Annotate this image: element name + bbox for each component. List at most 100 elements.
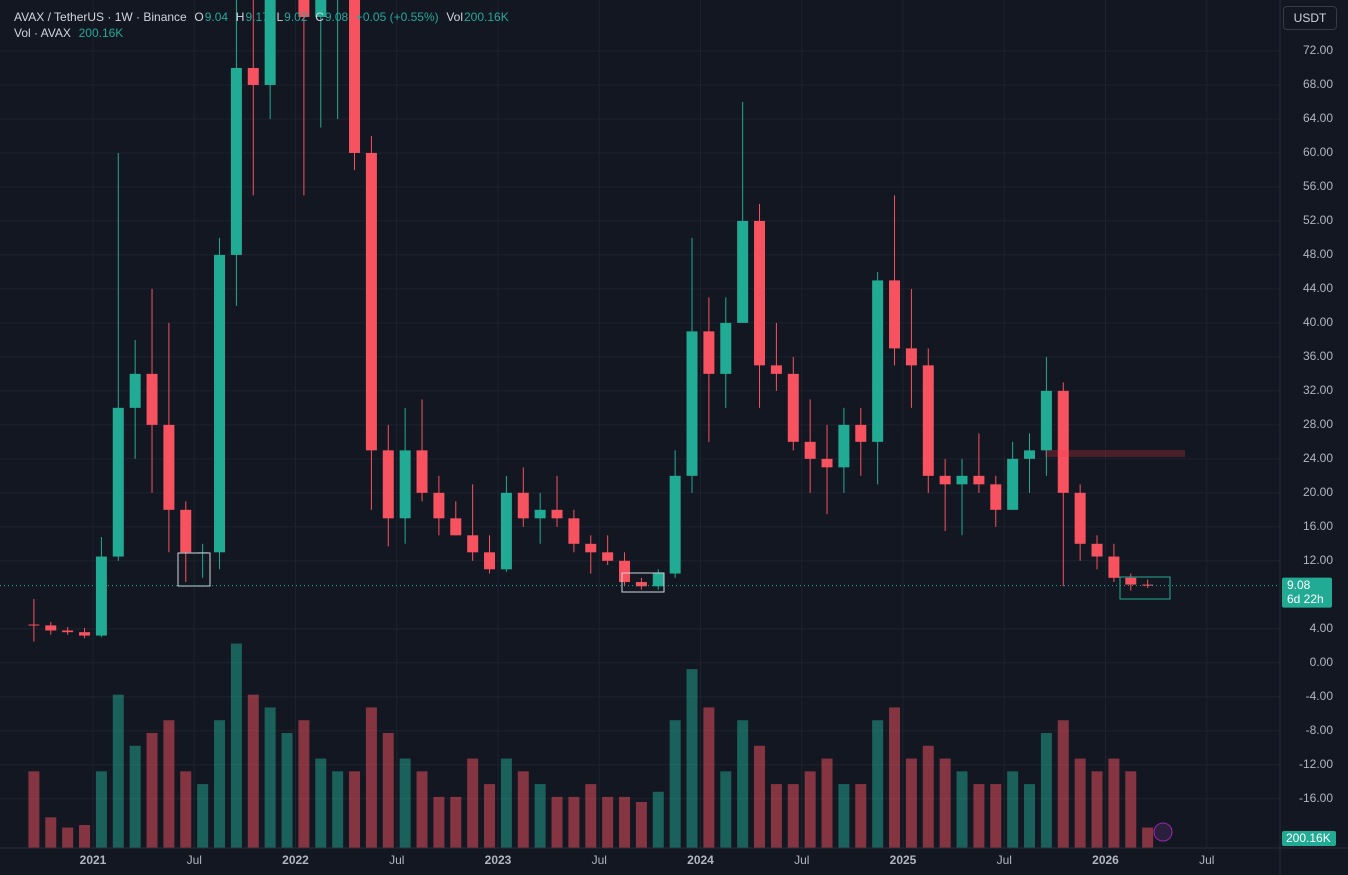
candle-body bbox=[1142, 584, 1154, 586]
volume-bar bbox=[281, 733, 293, 848]
candle-body bbox=[754, 220, 766, 366]
y-tick-label: 24.00 bbox=[1303, 451, 1333, 465]
value: 200.16K bbox=[464, 10, 509, 24]
volume-bar bbox=[1024, 784, 1036, 848]
volume-bar bbox=[28, 771, 40, 848]
volume-tag-label: 200.16K bbox=[1286, 831, 1331, 845]
volume-bar bbox=[146, 733, 158, 848]
range-box bbox=[177, 552, 211, 587]
volume-bar bbox=[399, 758, 411, 848]
volume-bar bbox=[129, 745, 141, 848]
volume-bar bbox=[635, 802, 647, 848]
volume-bar bbox=[669, 720, 681, 848]
volume-bar bbox=[720, 771, 732, 848]
range-box bbox=[621, 572, 665, 593]
change: +0.05 (+0.55%) bbox=[355, 10, 439, 24]
volume-bar bbox=[484, 784, 496, 848]
value: 9.02 bbox=[284, 10, 308, 24]
volume-bar bbox=[821, 758, 833, 848]
candle-body bbox=[517, 492, 529, 519]
volume-bar bbox=[956, 771, 968, 848]
y-tick-label: 52.00 bbox=[1303, 213, 1333, 227]
candle-body bbox=[1057, 390, 1069, 493]
y-tick-label: 60.00 bbox=[1303, 145, 1333, 159]
candle-body bbox=[230, 67, 242, 255]
candle-body bbox=[635, 582, 647, 587]
candle-body bbox=[551, 509, 563, 519]
candle-body bbox=[163, 424, 175, 510]
x-tick-label: 2024 bbox=[687, 853, 714, 867]
volume-bar bbox=[922, 745, 934, 848]
volume-bar bbox=[990, 784, 1002, 848]
y-tick-label: 64.00 bbox=[1303, 111, 1333, 125]
candle-body bbox=[585, 543, 597, 553]
volume-bar bbox=[1091, 771, 1103, 848]
volume-bar bbox=[1125, 771, 1137, 848]
candle-body bbox=[365, 152, 377, 451]
volume-bar bbox=[382, 733, 394, 848]
volume-bar bbox=[585, 784, 597, 848]
candle-body bbox=[112, 407, 124, 557]
candle-body bbox=[956, 475, 968, 485]
candle-body bbox=[500, 492, 512, 570]
x-tick-label: Jul bbox=[997, 853, 1012, 867]
volume-bar bbox=[517, 771, 529, 848]
candle-body bbox=[922, 365, 934, 476]
x-tick-label: 2023 bbox=[485, 853, 512, 867]
volume-bar bbox=[264, 707, 276, 848]
candle-body bbox=[720, 322, 732, 374]
candle-body bbox=[45, 625, 57, 631]
volume-bar bbox=[433, 796, 445, 848]
volume-bar bbox=[838, 784, 850, 848]
y-tick-label: -4.00 bbox=[1306, 689, 1334, 703]
candle-body bbox=[349, 0, 361, 153]
candle-body bbox=[619, 560, 631, 583]
volume-bar bbox=[500, 758, 512, 848]
x-tick-label: Jul bbox=[1199, 853, 1214, 867]
volume-bar bbox=[95, 771, 107, 848]
volume-bar bbox=[163, 720, 175, 848]
x-tick-label: 2026 bbox=[1092, 853, 1119, 867]
candle-body bbox=[804, 441, 816, 459]
legend-row: AVAX / TetherUS · 1W · Binance O9.04 H9.… bbox=[14, 9, 510, 25]
label: C bbox=[315, 10, 324, 24]
candle-body bbox=[1108, 556, 1120, 578]
candle-body bbox=[180, 509, 192, 553]
y-tick-label: 56.00 bbox=[1303, 179, 1333, 193]
candle-body bbox=[889, 280, 901, 349]
volume-bar bbox=[754, 745, 766, 848]
volume-bar bbox=[686, 669, 698, 848]
flash-icon[interactable] bbox=[1153, 822, 1173, 842]
volume-bar bbox=[62, 827, 74, 848]
volume-bar bbox=[79, 825, 91, 848]
price-tag bbox=[1282, 577, 1332, 608]
volume-bar bbox=[467, 758, 479, 848]
countdown-label: 6d 22h bbox=[1287, 592, 1324, 606]
candle-body bbox=[247, 67, 259, 85]
volume-bar bbox=[1040, 733, 1052, 848]
volume-bar bbox=[1057, 720, 1069, 848]
volume-tag bbox=[1282, 831, 1336, 846]
currency-button[interactable]: USDT bbox=[1283, 6, 1337, 30]
volume-bar bbox=[112, 694, 124, 848]
price-tag-label: 9.08 bbox=[1287, 578, 1311, 592]
label: Vol bbox=[446, 10, 463, 24]
candle-body bbox=[399, 450, 411, 519]
volume-bar bbox=[855, 784, 867, 848]
volume-bar bbox=[180, 771, 192, 848]
volume-bar bbox=[551, 796, 563, 848]
volume-bar bbox=[652, 791, 664, 848]
volume-bar bbox=[332, 771, 344, 848]
candle-body bbox=[264, 0, 276, 85]
candle-body bbox=[990, 484, 1002, 510]
y-tick-label: 36.00 bbox=[1303, 349, 1333, 363]
y-tick-label: 28.00 bbox=[1303, 417, 1333, 431]
volume-bar bbox=[365, 707, 377, 848]
candle-body bbox=[214, 254, 226, 553]
candle-body bbox=[770, 365, 782, 374]
volume-bar bbox=[737, 720, 749, 848]
volume-bar bbox=[416, 771, 428, 848]
candle-body bbox=[450, 518, 462, 536]
candle-body bbox=[484, 552, 496, 570]
